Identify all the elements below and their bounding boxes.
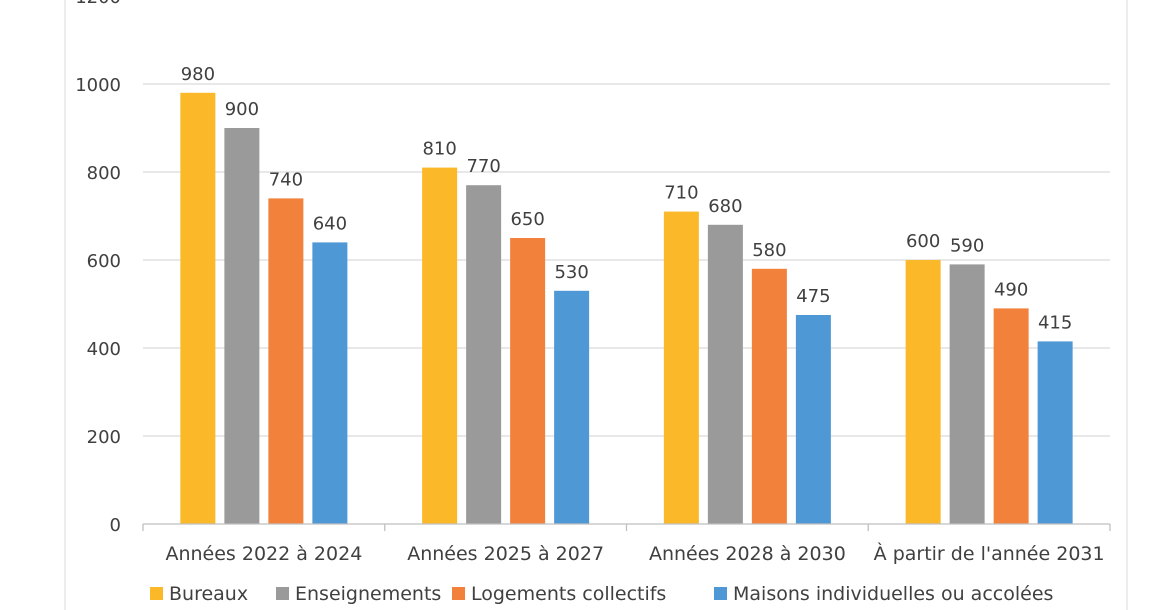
y-tick-label: 800 xyxy=(87,163,121,184)
legend-swatch xyxy=(452,587,465,600)
legend-entry: Bureaux xyxy=(169,583,248,605)
data-label: 600 xyxy=(906,231,940,252)
bar-logements-collectifs xyxy=(751,268,787,524)
data-label: 980 xyxy=(181,64,215,85)
x-category-label: À partir de l'année 2031 xyxy=(874,542,1105,565)
bar-bureaux xyxy=(180,92,216,525)
data-label: 590 xyxy=(950,235,984,256)
x-category-label: Années 2028 à 2030 xyxy=(649,543,846,565)
data-label: 740 xyxy=(269,169,303,190)
x-category-label: Années 2022 à 2024 xyxy=(165,543,362,565)
bar-maisons-individuelles-ou-accol-es xyxy=(795,315,831,524)
legend-swatch xyxy=(714,587,727,600)
bar-enseignements xyxy=(466,185,502,524)
bar-enseignements xyxy=(949,264,985,524)
data-label: 710 xyxy=(664,183,698,204)
data-label: 415 xyxy=(1038,312,1072,333)
y-tick-label: 1000 xyxy=(75,75,121,96)
bar-bureaux xyxy=(422,167,458,524)
bar-enseignements xyxy=(224,128,260,524)
legend-entry: Logements collectifs xyxy=(471,583,666,605)
x-category-label: Années 2025 à 2027 xyxy=(407,543,604,565)
data-label: 530 xyxy=(554,262,588,283)
legend-entry: Maisons individuelles ou accolées xyxy=(733,583,1053,605)
data-label: 810 xyxy=(422,139,456,160)
bar-logements-collectifs xyxy=(993,308,1029,524)
gridlines xyxy=(143,83,1110,437)
y-axis-ticks: 0 200 400 600 800 1000 1200 xyxy=(75,0,121,536)
data-label: 475 xyxy=(796,286,830,307)
data-label: 650 xyxy=(510,209,544,230)
legend-entry: Enseignements xyxy=(295,583,441,605)
bar-maisons-individuelles-ou-accol-es xyxy=(554,290,590,524)
y-tick-label: 0 xyxy=(110,515,121,536)
bar-logements-collectifs xyxy=(268,198,304,524)
y-tick-label: 200 xyxy=(87,427,121,448)
x-axis: Années 2022 à 2024 Années 2025 à 2027 Anné… xyxy=(142,523,1111,565)
bar-bureaux xyxy=(663,211,699,524)
data-label: 640 xyxy=(313,213,347,234)
data-label: 680 xyxy=(708,196,742,217)
bar-bureaux xyxy=(905,260,941,524)
bar-maisons-individuelles-ou-accol-es xyxy=(312,242,348,524)
legend-swatch xyxy=(276,587,289,600)
y-tick-label: 400 xyxy=(87,339,121,360)
bar-enseignements xyxy=(707,224,743,525)
bars xyxy=(180,92,1073,525)
legend: Bureaux Enseignements Logements collectifs… xyxy=(150,583,1053,605)
legend-swatch xyxy=(150,587,163,600)
data-label: 580 xyxy=(752,240,786,261)
bar-maisons-individuelles-ou-accol-es xyxy=(1037,341,1073,524)
y-tick-label: 1200 xyxy=(75,0,121,8)
bar-logements-collectifs xyxy=(510,238,546,524)
data-label: 490 xyxy=(994,279,1028,300)
data-label: 900 xyxy=(225,99,259,120)
data-labels: 980 900 740 640 810 770 650 530 710 680 580 475 600 5… xyxy=(181,64,1073,334)
data-label: 770 xyxy=(466,156,500,177)
y-tick-label: 600 xyxy=(87,251,121,272)
